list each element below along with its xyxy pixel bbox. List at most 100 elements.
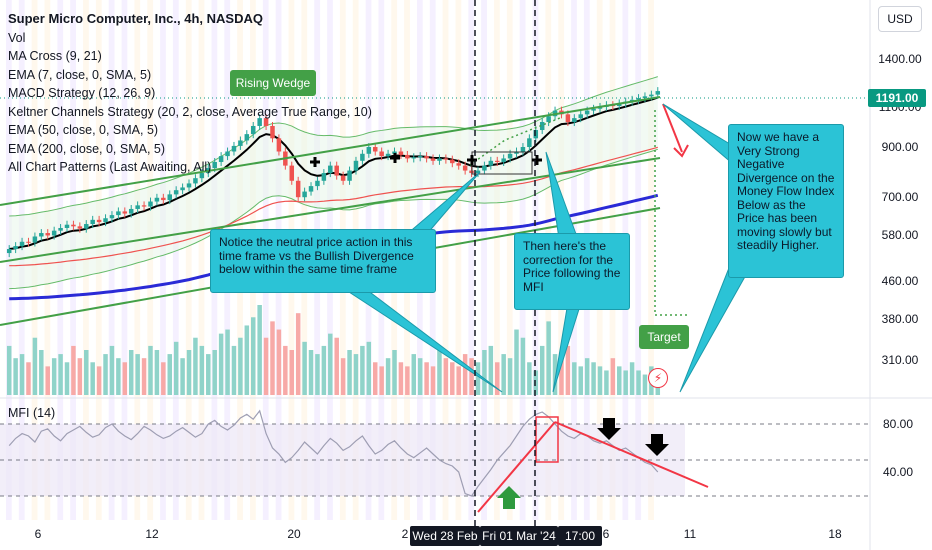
volume-bar <box>64 362 70 395</box>
volume-bar <box>462 354 468 395</box>
volume-bar <box>559 358 564 395</box>
note-negative-divergence[interactable]: Now we have a Very Strong Negative Diver… <box>728 124 844 278</box>
volume-bar <box>353 354 359 395</box>
volume-bar <box>161 362 166 395</box>
volume-bar <box>572 362 577 395</box>
volume-bar <box>597 366 603 395</box>
volume-bar <box>167 354 172 395</box>
volume-bar <box>539 345 545 395</box>
note-correction[interactable]: Then here's the correction for the Price… <box>514 233 630 310</box>
note-neutral-price[interactable]: Notice the neutral price action in this … <box>210 229 436 293</box>
candle-body <box>417 156 423 158</box>
volume-bar <box>475 362 481 395</box>
candle-body <box>135 205 140 209</box>
volume-bar <box>250 317 256 395</box>
legend-ema200[interactable]: EMA (200, close, 0, SMA, 5) <box>8 141 166 156</box>
volume-bar <box>610 358 616 395</box>
candle-body <box>405 154 410 159</box>
candle-body <box>180 187 185 191</box>
volume-bar <box>546 321 551 395</box>
legend-vol[interactable]: Vol <box>8 30 26 45</box>
candle-body <box>276 138 282 152</box>
candle-body <box>482 165 487 171</box>
legend-ma-cross[interactable]: MA Cross (9, 21) <box>8 49 102 63</box>
candle-body <box>321 173 327 181</box>
volume-bar <box>527 362 532 395</box>
volume-bar <box>405 366 410 395</box>
candle-body <box>58 227 63 231</box>
volume-bar <box>32 337 38 395</box>
price-tick-label: 380.00 <box>882 312 919 326</box>
volume-bar <box>244 325 250 395</box>
candle-body <box>514 151 519 154</box>
x-tick-label: 12 <box>145 527 159 541</box>
price-tick-label: 580.00 <box>882 228 919 242</box>
keltner-lower <box>9 148 658 290</box>
candle-body <box>218 156 224 162</box>
candle-body <box>77 226 83 229</box>
candle-body <box>360 153 365 161</box>
candle-body <box>71 224 76 227</box>
volume-bar <box>501 354 506 395</box>
volume-bar <box>385 358 391 395</box>
volume-bar <box>154 350 160 395</box>
candle-body <box>167 194 172 201</box>
target-label[interactable]: Target <box>639 325 689 349</box>
volume-bar <box>507 358 513 395</box>
candle-body <box>315 180 320 187</box>
volume-bar <box>347 350 352 395</box>
volume-bar <box>173 341 179 395</box>
volume-bar <box>398 362 404 395</box>
candle-body <box>533 130 539 139</box>
volume-bar <box>225 329 230 395</box>
volume-bar <box>199 345 205 395</box>
volume-bar <box>469 358 474 395</box>
legend-chart-patterns[interactable]: All Chart Patterns (Last Awaiting, All) <box>8 160 212 174</box>
legend-macd-strategy[interactable]: MACD Strategy (12, 26, 9) <box>8 86 156 100</box>
session-stripe <box>635 0 642 520</box>
legend-keltner[interactable]: Keltner Channels Strategy (20, 2, close,… <box>8 104 372 119</box>
volume-bar <box>392 350 397 395</box>
candle-body <box>398 151 404 155</box>
volume-bar <box>6 345 12 395</box>
volume-bar <box>488 345 494 395</box>
candle-body <box>617 103 622 107</box>
lightning-icon[interactable]: ⚡ <box>648 368 668 388</box>
volume-bar <box>71 345 76 395</box>
volume-bar <box>141 358 147 395</box>
candle-body <box>328 165 333 174</box>
volume-bar <box>51 358 57 395</box>
legend-ema7[interactable]: EMA (7, close, 0, SMA, 5) <box>8 67 152 82</box>
candle-body <box>347 170 352 181</box>
down-arrow-icon <box>645 434 669 456</box>
current-price-tag: 1191.00 <box>868 89 926 107</box>
volume-bar <box>417 358 423 395</box>
currency-button[interactable]: USD <box>878 6 922 32</box>
candle-body <box>334 165 339 176</box>
note-pointer-correction-2 <box>552 289 586 393</box>
session-stripe <box>455 0 462 520</box>
rising-wedge-label[interactable]: Rising Wedge <box>230 70 316 96</box>
candle-body <box>173 190 179 195</box>
candle-body <box>578 114 583 119</box>
candle-body <box>263 118 269 126</box>
mfi-pane-label[interactable]: MFI (14) <box>8 406 56 420</box>
volume-bar <box>77 358 83 395</box>
candle-body <box>231 145 237 152</box>
price-tick-label: 460.00 <box>882 274 919 288</box>
price-tick-label: 1400.00 <box>878 52 922 66</box>
candle-body <box>45 233 50 236</box>
volume-bar <box>39 350 44 395</box>
candle-body <box>450 159 455 164</box>
note-pointer-negative <box>662 103 741 171</box>
volume-bar <box>231 345 237 395</box>
candle-body <box>199 173 205 179</box>
candle-body <box>116 211 121 216</box>
candle-body <box>546 116 551 123</box>
note-pointer-neutral <box>299 259 503 393</box>
candle-body <box>193 178 198 184</box>
session-stripe <box>198 0 205 520</box>
legend-ema50[interactable]: EMA (50, close, 0, SMA, 5) <box>8 123 159 137</box>
volume-bar <box>257 305 262 395</box>
